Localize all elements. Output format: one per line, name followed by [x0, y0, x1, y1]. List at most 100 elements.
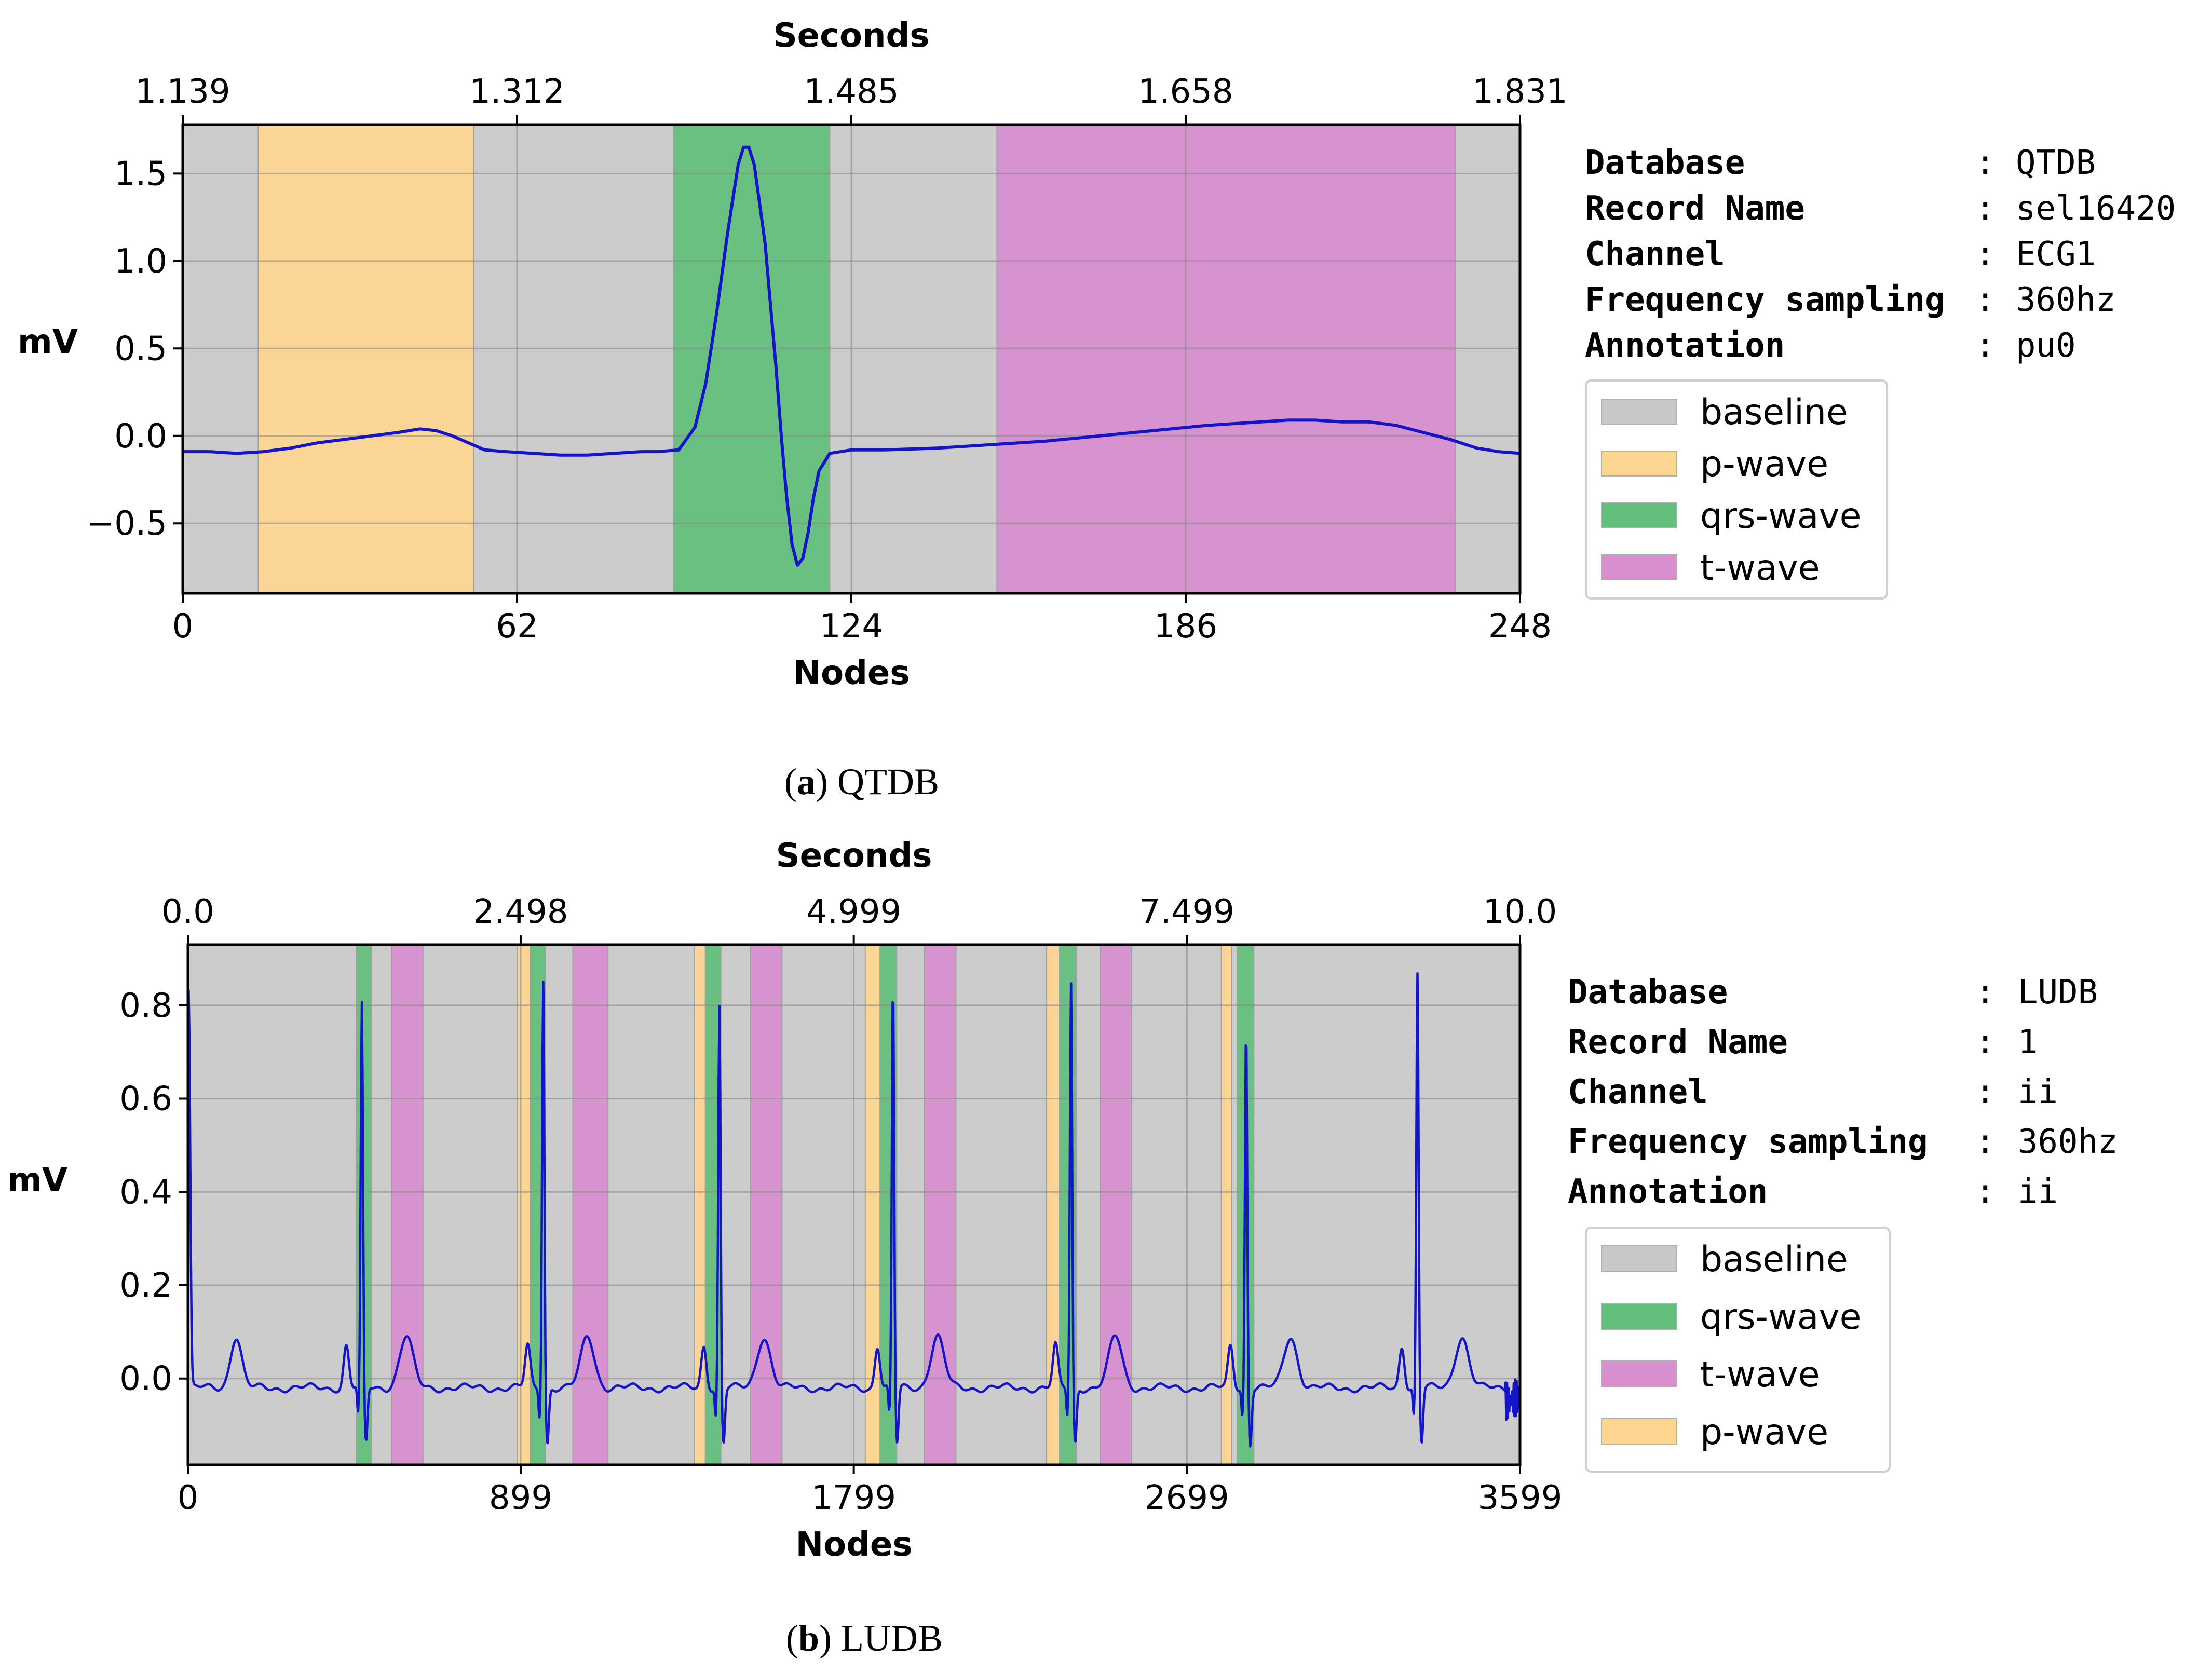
- info-key: Record Name: [1568, 1023, 1788, 1061]
- info-colon: :: [1975, 1023, 1996, 1061]
- legend-swatch: [1601, 1245, 1677, 1272]
- x-axis-title: Nodes: [796, 1526, 913, 1564]
- info-colon: :: [1975, 189, 1996, 228]
- region-p-wave: [517, 944, 531, 1465]
- top-tick-label: 4.999: [806, 893, 901, 931]
- top-tick-label: 1.312: [469, 73, 564, 111]
- figure-caption: (b) LUDB: [786, 1617, 943, 1659]
- info-colon: :: [1975, 1173, 1996, 1211]
- legend-box: [1585, 379, 1888, 600]
- y-tick-label: 0.4: [119, 1173, 172, 1212]
- region-p-wave: [257, 124, 474, 594]
- info-colon: :: [1975, 281, 1996, 319]
- top-tick-label: 0.0: [161, 893, 214, 931]
- info-value: ii: [2018, 1073, 2058, 1111]
- legend-swatch: [1601, 554, 1677, 580]
- legend-swatch: [1601, 1360, 1677, 1387]
- info-colon: :: [1975, 235, 1996, 274]
- y-tick-label: 0.6: [119, 1080, 172, 1119]
- top-tick-label: 1.485: [804, 73, 899, 111]
- y-tick-label: 0.5: [114, 330, 167, 368]
- info-key: Frequency sampling: [1568, 1123, 1928, 1161]
- legend-swatch: [1601, 451, 1677, 477]
- info-value: 360hz: [2016, 281, 2116, 319]
- caption-text: LUDB: [841, 1617, 943, 1659]
- legend-swatch: [1601, 1303, 1677, 1330]
- top-tick-label: 1.831: [1472, 73, 1567, 111]
- x-tick-label: 2699: [1145, 1479, 1229, 1517]
- legend-label: p-wave: [1700, 444, 1828, 485]
- ecg-signal-line: [186, 972, 1521, 1448]
- legend-label: baseline: [1700, 1239, 1848, 1280]
- top-tick-label: 7.499: [1139, 893, 1234, 931]
- x-tick-label: 0: [172, 607, 194, 646]
- info-colon: :: [1975, 1073, 1996, 1111]
- legend-swatch: [1601, 399, 1677, 425]
- legend-swatch: [1601, 1418, 1677, 1445]
- top-axis-title: Seconds: [776, 837, 932, 875]
- figure-caption: (a) QTDB: [784, 761, 939, 802]
- top-tick-label: 10.0: [1483, 893, 1557, 931]
- region-t-wave: [996, 124, 1456, 594]
- legend-label: qrs-wave: [1700, 1297, 1861, 1338]
- info-key: Channel: [1585, 235, 1725, 274]
- y-axis-title: mV: [7, 1161, 68, 1200]
- y-tick-label: 0.0: [114, 417, 167, 456]
- y-tick-label: 0.0: [119, 1360, 172, 1398]
- caption-letter: b: [798, 1617, 819, 1659]
- region-t-wave: [750, 944, 783, 1465]
- info-value: ii: [2018, 1173, 2058, 1211]
- caption-letter: a: [797, 761, 816, 802]
- legend-label: t-wave: [1700, 1354, 1820, 1395]
- top-tick-label: 1.139: [135, 73, 230, 111]
- info-colon: :: [1975, 326, 1996, 365]
- info-colon: :: [1975, 144, 1996, 182]
- y-tick-label: −0.5: [87, 505, 167, 543]
- x-tick-label: 124: [820, 607, 883, 646]
- info-colon: :: [1975, 1123, 1996, 1161]
- info-key: Record Name: [1585, 189, 1805, 228]
- legend-label: t-wave: [1700, 548, 1820, 589]
- top-tick-label: 2.498: [473, 893, 568, 931]
- y-tick-label: 0.2: [119, 1267, 172, 1305]
- top-tick-label: 1.658: [1138, 73, 1233, 111]
- x-tick-label: 0: [178, 1479, 199, 1517]
- info-key: Frequency sampling: [1585, 281, 1945, 319]
- legend-box: [1585, 1227, 1891, 1473]
- x-tick-label: 3599: [1478, 1479, 1563, 1517]
- info-key: Annotation: [1568, 1173, 1768, 1211]
- info-value: sel16420: [2016, 189, 2176, 228]
- region-t-wave: [1100, 944, 1133, 1465]
- info-value: ECG1: [2016, 235, 2096, 274]
- info-colon: :: [1975, 973, 1996, 1012]
- info-value: 1: [2018, 1023, 2038, 1061]
- info-value: QTDB: [2016, 144, 2096, 182]
- legend-label: baseline: [1700, 392, 1848, 433]
- info-key: Channel: [1568, 1073, 1708, 1111]
- legend-swatch: [1601, 502, 1677, 528]
- region-p-wave: [864, 944, 881, 1465]
- info-key: Database: [1585, 144, 1745, 182]
- info-value: pu0: [2016, 326, 2076, 365]
- x-tick-label: 186: [1154, 607, 1217, 646]
- y-tick-label: 0.8: [119, 987, 172, 1025]
- x-axis-title: Nodes: [793, 654, 910, 692]
- caption-text: QTDB: [837, 761, 939, 802]
- info-value: 360hz: [2018, 1123, 2118, 1161]
- top-axis-title: Seconds: [773, 17, 930, 55]
- y-tick-label: 1.5: [114, 155, 167, 193]
- y-axis-title: mV: [18, 323, 78, 361]
- info-value: LUDB: [2018, 973, 2098, 1012]
- info-key: Annotation: [1585, 326, 1785, 365]
- legend-label: qrs-wave: [1700, 496, 1861, 537]
- chart-panel-a: 0 62 124 186 248 1.139 1.312 1.485 1.658 1.831 1.5…: [18, 17, 2176, 802]
- x-tick-label: 62: [496, 607, 538, 646]
- region-t-wave: [391, 944, 424, 1465]
- x-tick-label: 248: [1488, 607, 1552, 646]
- region-t-wave: [924, 944, 957, 1465]
- x-tick-label: 1799: [811, 1479, 896, 1517]
- info-key: Database: [1568, 973, 1728, 1012]
- y-tick-label: 1.0: [114, 242, 167, 281]
